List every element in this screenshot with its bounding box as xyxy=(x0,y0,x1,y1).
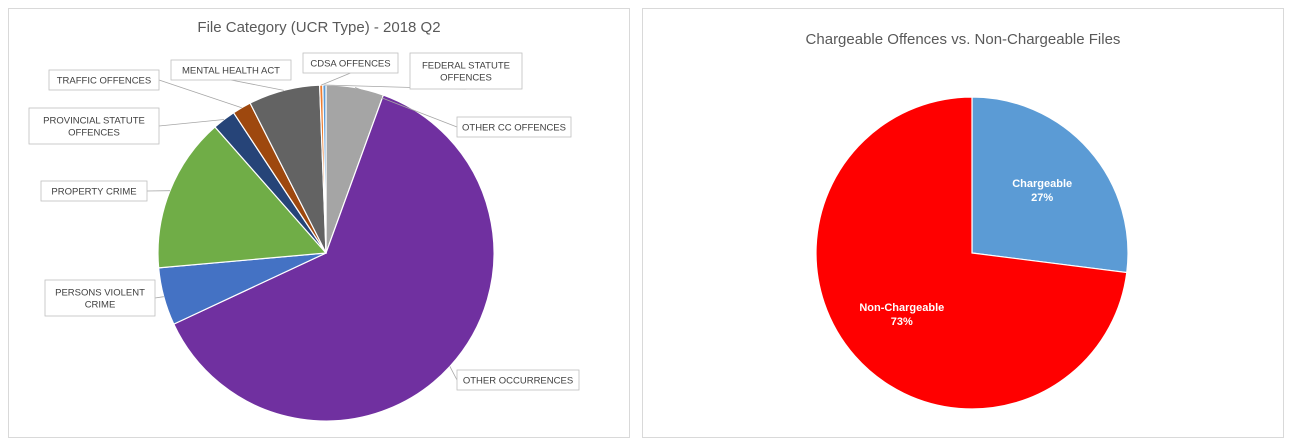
callout-box-property-crime xyxy=(40,180,148,202)
pie-slice-chargeable xyxy=(971,96,1129,274)
leader-line-other-cc-offences xyxy=(354,87,458,128)
callout-box-persons-violent-crime xyxy=(44,279,156,317)
chart-title: Chargeable Offences vs. Non-Chargeable F… xyxy=(805,31,1121,48)
data-label-traffic-offences: TRAFFIC OFFENCES xyxy=(57,76,151,87)
callout-box-federal-statute-offences xyxy=(409,52,523,90)
data-label-other-occurrences: OTHER OCCURRENCES xyxy=(463,376,573,387)
data-label-cdsa-offences: CDSA OFFENCES xyxy=(310,59,390,70)
leader-line-mental-health-act xyxy=(230,79,284,91)
chargeable-chart-panel: Chargeable Offences vs. Non-Chargeable F… xyxy=(642,8,1284,438)
chargeable-pie-chart: Chargeable 27% Non-Chargeable 73% xyxy=(815,96,1129,410)
data-label-non-chargeable: Non-Chargeable 73% xyxy=(859,302,944,328)
data-label-property-crime: PROPERTY CRIME xyxy=(51,187,136,198)
leader-line-persons-violent-crime xyxy=(154,296,164,299)
ucr-type-pie-chart: OTHER CC OFFENCES OTHER OCCURRENCES PERSON… xyxy=(28,52,580,422)
leader-line-provincial-statute-offences xyxy=(158,119,225,127)
data-label-other-cc-offences: OTHER CC OFFENCES xyxy=(462,123,566,134)
data-label-mental-health-act: MENTAL HEALTH ACT xyxy=(182,66,280,77)
chart-title: File Category (UCR Type) - 2018 Q2 xyxy=(197,19,441,36)
leader-line-traffic-offences xyxy=(158,79,242,109)
data-label-chargeable: Chargeable 27% xyxy=(1012,178,1072,204)
leader-line-cdsa-offences xyxy=(321,72,351,86)
callout-box-cdsa-offences xyxy=(302,52,399,74)
callout-box-provincial-statute-offences xyxy=(28,107,160,145)
pie-slice-property-crime xyxy=(157,126,328,269)
data-label-federal-statute-offences: FEDERAL STATUTE OFFENCES xyxy=(422,61,510,84)
data-label-persons-violent-crime: PERSONS VIOLENT CRIME xyxy=(55,288,145,311)
pie-slice-non-chargeable xyxy=(815,96,1128,410)
data-label-provincial-statute-offences: PROVINCIAL STATUTE OFFENCES xyxy=(43,116,145,139)
leader-line-other-occurrences xyxy=(449,366,458,381)
callout-box-other-cc-offences xyxy=(456,116,572,138)
callout-box-traffic-offences xyxy=(48,69,160,91)
ucr-type-chart-panel: File Category (UCR Type) - 2018 Q2 OTHER… xyxy=(8,8,630,438)
callout-box-mental-health-act xyxy=(170,59,292,81)
callout-box-other-occurrences xyxy=(456,369,580,391)
